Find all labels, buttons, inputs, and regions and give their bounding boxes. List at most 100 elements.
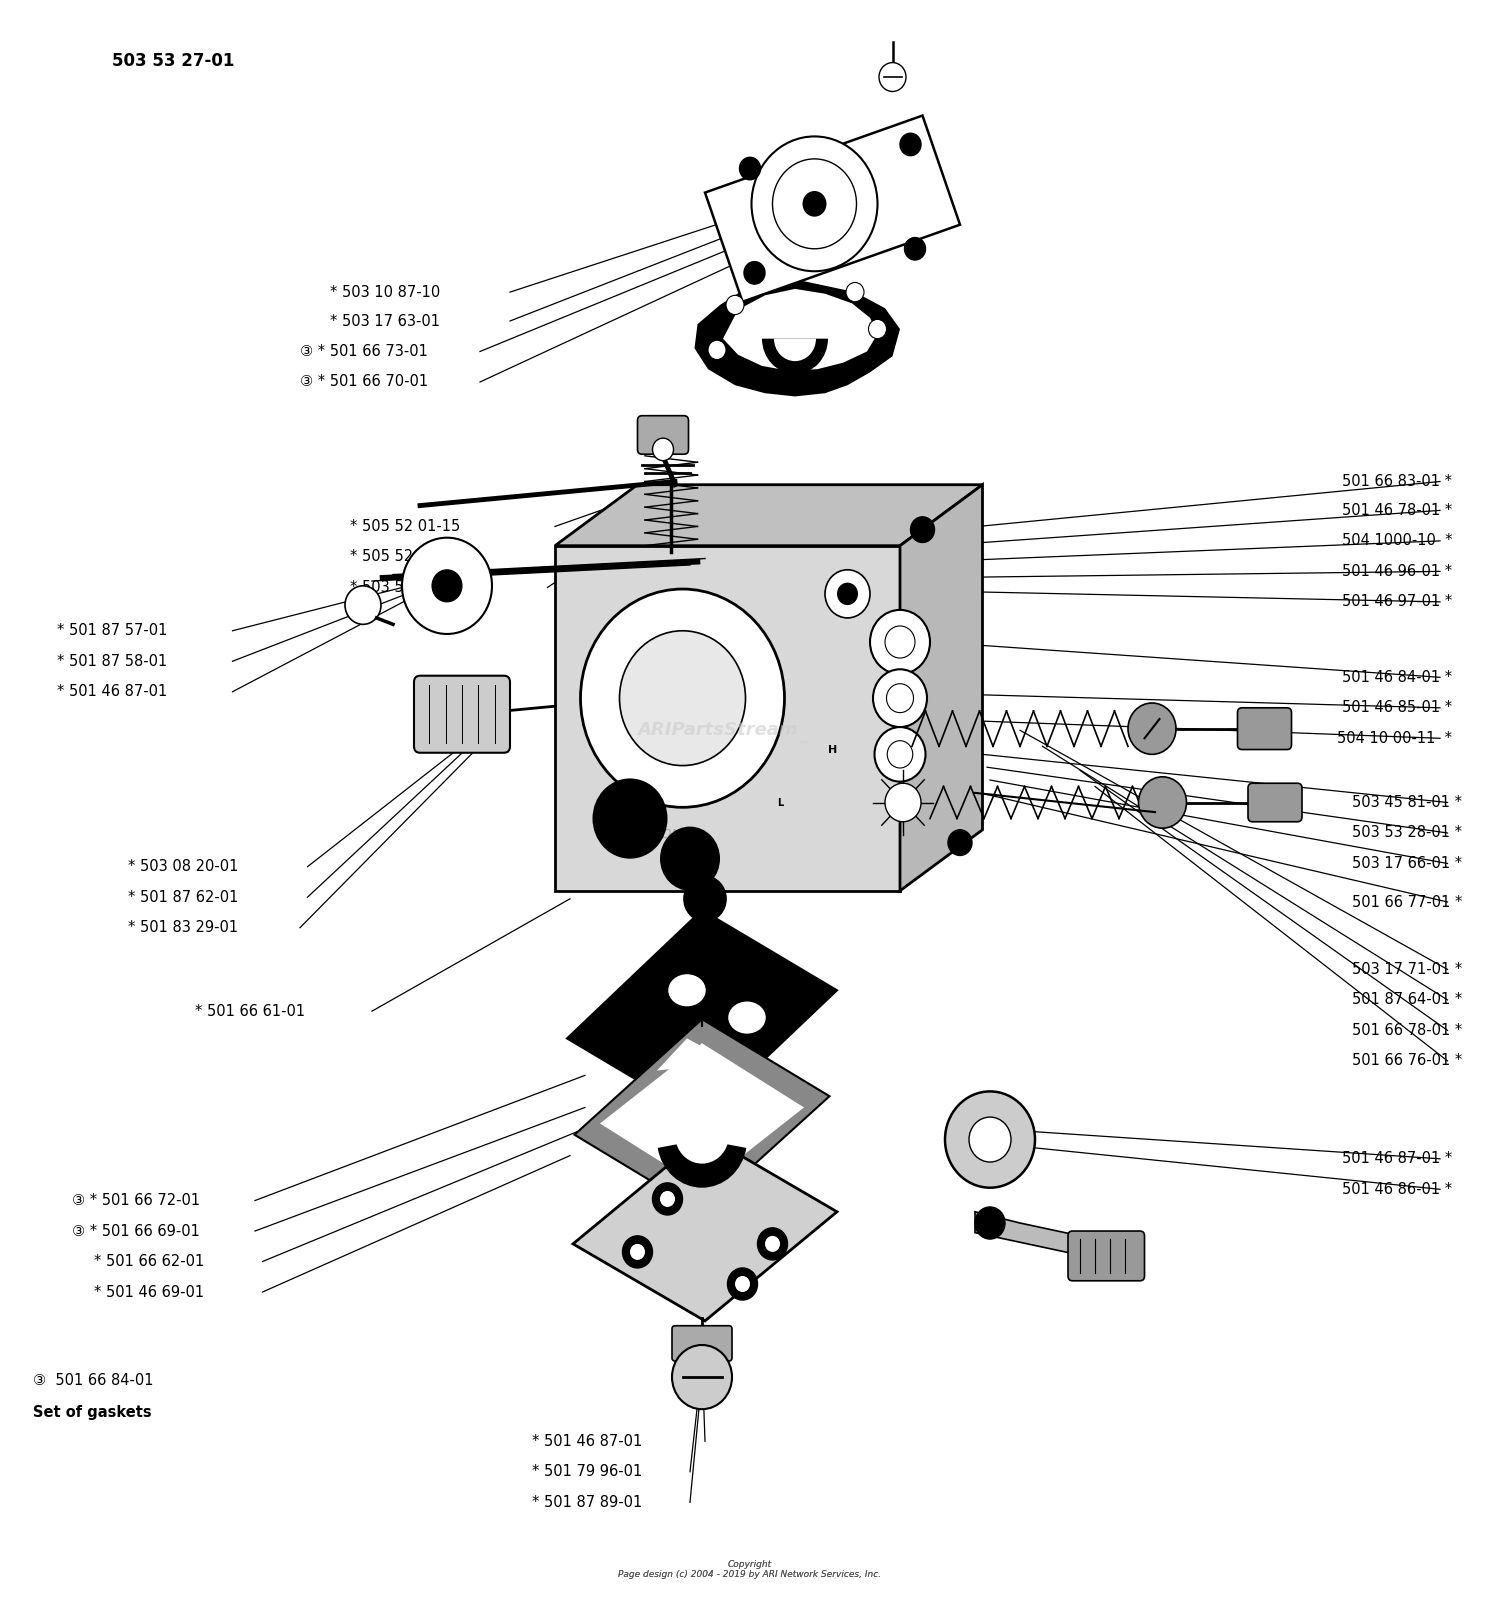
Text: 501 66 76-01 *: 501 66 76-01 *: [1353, 1053, 1462, 1069]
FancyBboxPatch shape: [1238, 708, 1292, 750]
Circle shape: [345, 586, 381, 624]
Circle shape: [735, 1276, 750, 1292]
Text: ③ * 501 66 73-01: ③ * 501 66 73-01: [300, 343, 427, 360]
Circle shape: [873, 669, 927, 727]
Polygon shape: [975, 1212, 1128, 1262]
Text: 501 46 96-01 *: 501 46 96-01 *: [1342, 563, 1452, 579]
Bar: [555, 546, 900, 891]
Text: * 501 83 29-01: * 501 83 29-01: [128, 920, 237, 936]
Text: * 501 87 58-01: * 501 87 58-01: [57, 653, 168, 669]
Text: * 501 87 62-01: * 501 87 62-01: [128, 889, 238, 905]
Text: * 503 57 75-01: * 503 57 75-01: [350, 579, 459, 595]
Circle shape: [622, 1236, 652, 1268]
Circle shape: [846, 282, 864, 302]
Text: 501 46 97-01 *: 501 46 97-01 *: [1341, 594, 1452, 610]
Ellipse shape: [729, 1002, 765, 1034]
Text: * 501 66 62-01: * 501 66 62-01: [94, 1254, 204, 1270]
Circle shape: [886, 684, 914, 713]
Circle shape: [652, 1183, 682, 1215]
Text: * 503 10 87-10: * 503 10 87-10: [330, 284, 441, 300]
Text: ③ * 501 66 69-01: ③ * 501 66 69-01: [72, 1223, 200, 1239]
Circle shape: [885, 626, 915, 658]
Polygon shape: [567, 910, 837, 1119]
Circle shape: [874, 727, 926, 782]
Circle shape: [740, 157, 760, 180]
Circle shape: [684, 876, 726, 921]
Polygon shape: [600, 1043, 804, 1188]
Polygon shape: [694, 276, 900, 396]
Text: 504 10 00-11  *: 504 10 00-11 *: [1336, 730, 1452, 746]
Circle shape: [888, 742, 912, 769]
Circle shape: [758, 1228, 788, 1260]
Circle shape: [870, 610, 930, 674]
Text: * 501 66 61-01: * 501 66 61-01: [195, 1003, 304, 1019]
Text: * 503 17 63-01: * 503 17 63-01: [330, 313, 440, 329]
Circle shape: [772, 159, 856, 249]
Text: 503 17 66-01 *: 503 17 66-01 *: [1353, 855, 1462, 872]
Text: * 505 52 01-25: * 505 52 01-25: [350, 549, 460, 565]
Wedge shape: [774, 339, 816, 361]
Circle shape: [879, 63, 906, 91]
Text: 501 46 87-01 *: 501 46 87-01 *: [1341, 1151, 1452, 1167]
Text: Set of gaskets: Set of gaskets: [33, 1404, 152, 1420]
FancyBboxPatch shape: [1248, 783, 1302, 822]
Circle shape: [1128, 703, 1176, 754]
Polygon shape: [555, 485, 982, 546]
Wedge shape: [676, 1135, 728, 1164]
Circle shape: [630, 1244, 645, 1260]
Circle shape: [620, 631, 746, 766]
Circle shape: [837, 583, 858, 605]
Text: 503 53 27-01: 503 53 27-01: [112, 51, 236, 71]
Text: 501 46 84-01 *: 501 46 84-01 *: [1342, 669, 1452, 685]
Circle shape: [904, 238, 926, 260]
Text: * 505 52 01-15: * 505 52 01-15: [350, 518, 459, 534]
Text: * 501 79 96-01: * 501 79 96-01: [532, 1464, 642, 1480]
Text: ③ * 501 66 70-01: ③ * 501 66 70-01: [300, 374, 427, 390]
Text: 503 17 71-01 *: 503 17 71-01 *: [1353, 961, 1462, 977]
Text: 504 1000-10  *: 504 1000-10 *: [1341, 533, 1452, 549]
Polygon shape: [573, 1135, 837, 1321]
Polygon shape: [574, 1019, 830, 1212]
Text: 501 66 77-01 *: 501 66 77-01 *: [1352, 894, 1462, 910]
Text: ™: ™: [796, 742, 808, 751]
Circle shape: [752, 136, 878, 271]
Text: Copyright
Page design (c) 2004 - 2019 by ARI Network Services, Inc.: Copyright Page design (c) 2004 - 2019 by…: [618, 1560, 882, 1579]
Circle shape: [592, 778, 668, 859]
Text: 503 53 28-01 *: 503 53 28-01 *: [1353, 825, 1462, 841]
Circle shape: [652, 438, 674, 461]
Text: VOM: VOM: [652, 828, 682, 841]
Circle shape: [969, 1117, 1011, 1162]
FancyBboxPatch shape: [672, 1326, 732, 1361]
Circle shape: [708, 340, 726, 360]
Circle shape: [885, 783, 921, 822]
Circle shape: [660, 827, 720, 891]
Circle shape: [744, 262, 765, 284]
Circle shape: [432, 570, 462, 602]
Circle shape: [672, 1345, 732, 1409]
Text: H: H: [828, 745, 837, 754]
Circle shape: [825, 570, 870, 618]
Circle shape: [1138, 777, 1186, 828]
Text: * 501 46 87-01: * 501 46 87-01: [57, 684, 168, 700]
Text: 501 46 86-01 *: 501 46 86-01 *: [1342, 1181, 1452, 1197]
Ellipse shape: [669, 974, 705, 1006]
Text: * 501 46 87-01: * 501 46 87-01: [532, 1433, 642, 1449]
Text: L: L: [777, 798, 783, 807]
Circle shape: [580, 589, 784, 807]
FancyBboxPatch shape: [414, 676, 510, 753]
Text: 501 46 85-01 *: 501 46 85-01 *: [1342, 700, 1452, 716]
Polygon shape: [657, 1038, 732, 1071]
Circle shape: [802, 191, 826, 217]
Text: 501 66 78-01 *: 501 66 78-01 *: [1353, 1022, 1462, 1038]
Wedge shape: [762, 339, 828, 374]
Text: * 501 87 89-01: * 501 87 89-01: [532, 1494, 642, 1510]
Text: * 501 87 57-01: * 501 87 57-01: [57, 623, 168, 639]
Circle shape: [868, 319, 886, 339]
Text: ③  501 66 84-01: ③ 501 66 84-01: [33, 1372, 153, 1388]
Text: 501 46 78-01 *: 501 46 78-01 *: [1341, 502, 1452, 518]
Text: 503 45 81-01 *: 503 45 81-01 *: [1353, 794, 1462, 811]
Text: ③ * 501 66 72-01: ③ * 501 66 72-01: [72, 1193, 200, 1209]
Text: Copyright
Page design (c) 2004 - 2019 by ARI Network Services, Inc.: Copyright Page design (c) 2004 - 2019 by…: [618, 1560, 882, 1579]
Circle shape: [728, 1268, 758, 1300]
Circle shape: [910, 517, 934, 542]
